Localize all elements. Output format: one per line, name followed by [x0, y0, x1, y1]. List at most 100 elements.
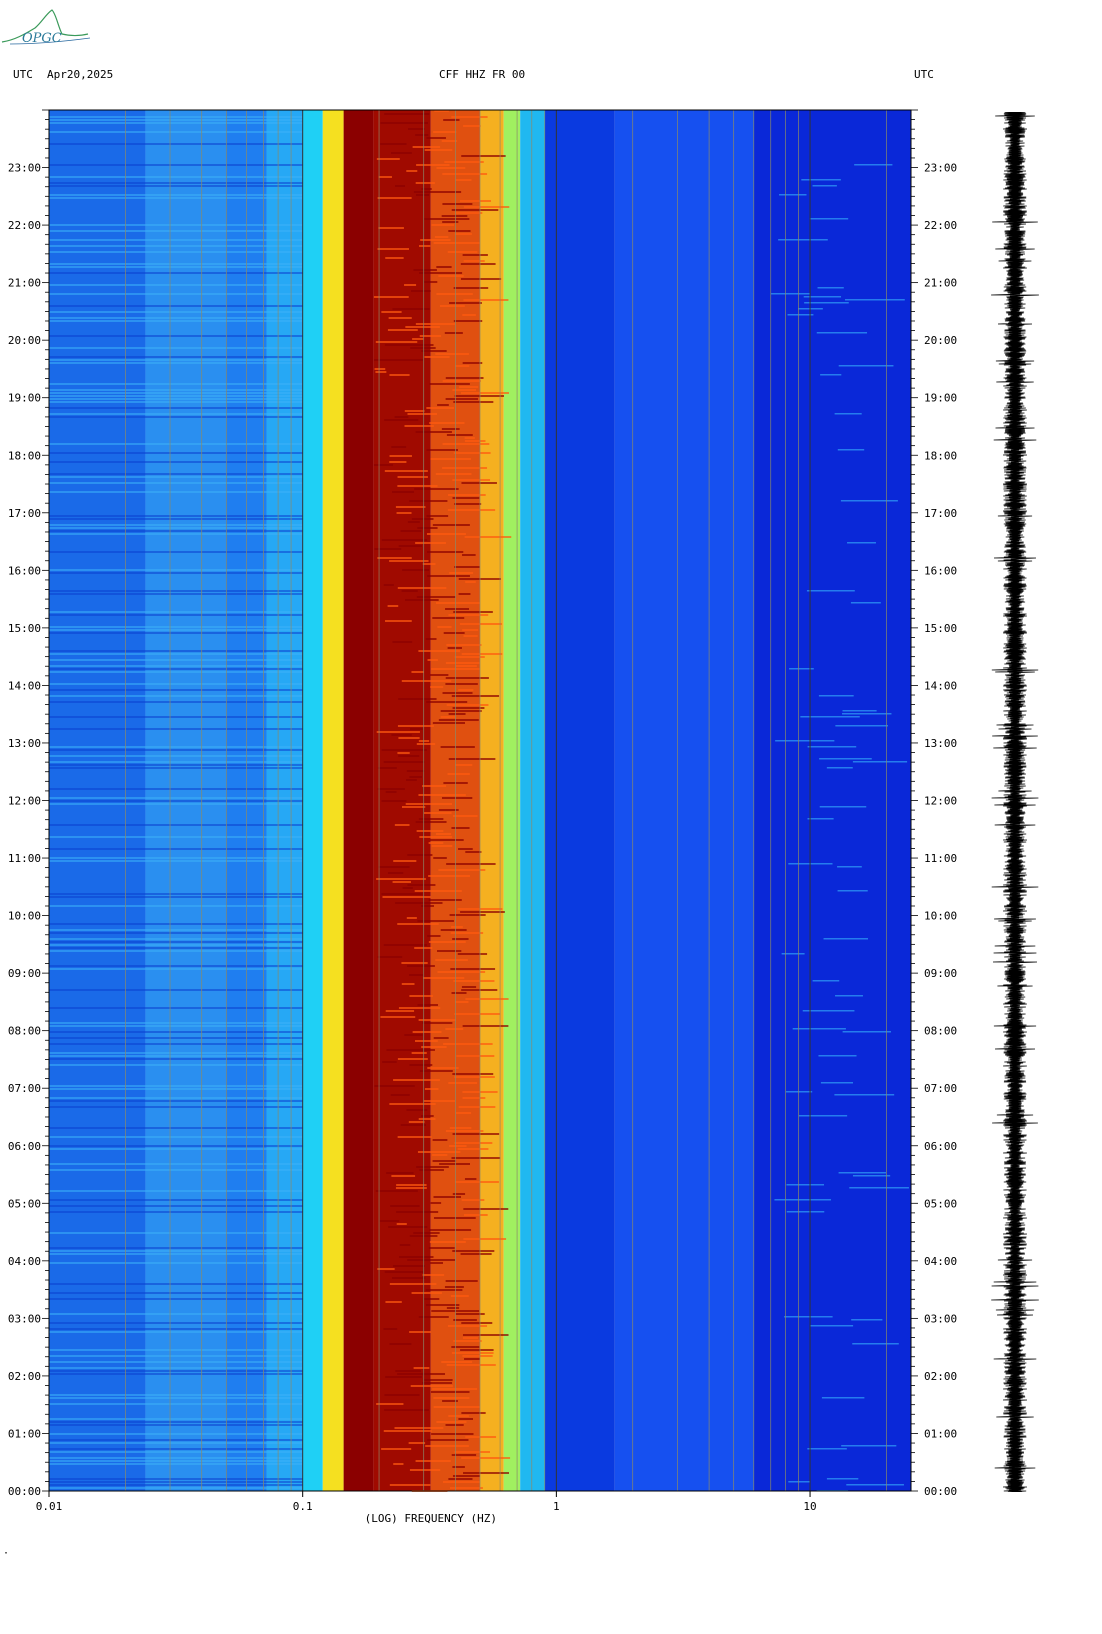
streak: [49, 1253, 303, 1255]
streak: [426, 407, 455, 409]
streak: [426, 701, 468, 703]
streak: [463, 1472, 510, 1474]
frequency-tick-label: 10: [803, 1500, 816, 1513]
streak: [406, 1109, 428, 1111]
streak: [404, 425, 434, 427]
streak: [835, 995, 863, 997]
streak: [49, 1361, 303, 1363]
streak: [462, 1334, 509, 1336]
streak: [800, 716, 860, 718]
streak: [49, 683, 303, 685]
streak: [428, 875, 470, 877]
streak: [416, 1166, 449, 1168]
streak: [385, 791, 397, 793]
streak: [422, 1274, 445, 1276]
streak: [821, 1397, 865, 1399]
streak: [49, 359, 303, 361]
streak: [49, 1421, 303, 1423]
streak: [437, 950, 462, 952]
streak: [459, 386, 479, 388]
streak: [49, 569, 303, 571]
streak: [781, 953, 805, 955]
streak: [49, 383, 303, 385]
streak: [49, 1292, 303, 1294]
streak: [428, 1247, 455, 1249]
streak: [437, 971, 486, 973]
streak: [49, 1007, 303, 1009]
streak: [49, 1250, 303, 1252]
streak: [455, 665, 477, 667]
streak: [421, 1046, 447, 1048]
streak: [430, 839, 464, 841]
streak: [433, 131, 457, 133]
streak: [465, 851, 482, 853]
streak: [49, 923, 303, 925]
streak: [395, 1370, 422, 1372]
spectral-band-4: [302, 110, 323, 1491]
streak: [443, 1043, 493, 1045]
streak: [383, 1430, 432, 1432]
streak: [49, 590, 303, 592]
streak: [453, 980, 495, 982]
streak: [405, 803, 453, 805]
streak: [397, 923, 439, 925]
streak: [419, 272, 463, 274]
streak: [464, 1178, 477, 1180]
streak: [49, 716, 303, 718]
streak: [807, 818, 834, 820]
streak: [49, 392, 303, 394]
streak: [49, 311, 303, 313]
streak: [452, 1133, 500, 1135]
streak: [441, 428, 460, 430]
streak: [458, 1418, 474, 1420]
streak: [49, 968, 303, 970]
streak: [463, 635, 478, 637]
streak: [411, 671, 424, 673]
streak: [448, 614, 489, 616]
streak: [49, 1031, 303, 1033]
streak: [440, 929, 467, 931]
streak: [401, 590, 418, 592]
streak: [453, 1319, 477, 1321]
streak: [463, 1208, 509, 1210]
streak: [428, 899, 462, 901]
spectral-band-12: [544, 110, 615, 1491]
streak: [392, 308, 430, 310]
streak: [402, 887, 413, 889]
streak: [445, 398, 478, 400]
streak: [391, 446, 407, 448]
streak: [438, 869, 486, 871]
streak: [385, 620, 412, 622]
streak: [432, 1388, 478, 1390]
streak: [384, 419, 419, 421]
streak: [432, 1154, 448, 1156]
streak: [381, 893, 423, 895]
streak: [801, 179, 841, 181]
streak: [394, 416, 409, 418]
streak: [442, 467, 488, 469]
streak: [49, 1373, 303, 1375]
streak: [49, 491, 303, 493]
streak: [49, 665, 303, 667]
streak: [442, 173, 488, 175]
streak: [454, 1013, 501, 1015]
streak: [436, 1421, 467, 1423]
streak: [448, 230, 471, 232]
streak: [434, 110, 449, 112]
streak: [397, 1058, 428, 1060]
streak: [442, 443, 490, 445]
streak: [374, 1085, 415, 1087]
streak: [49, 938, 303, 940]
streak: [376, 1403, 404, 1405]
streak: [419, 335, 442, 337]
streak: [49, 1451, 303, 1453]
streak: [417, 1004, 439, 1006]
streak: [427, 1439, 469, 1441]
streak: [464, 437, 475, 439]
streak: [389, 1283, 437, 1285]
streak: [413, 191, 462, 193]
time-tick-label: 21:00: [924, 277, 957, 290]
streak: [422, 1382, 453, 1384]
streak: [415, 431, 452, 433]
streak: [418, 794, 466, 796]
